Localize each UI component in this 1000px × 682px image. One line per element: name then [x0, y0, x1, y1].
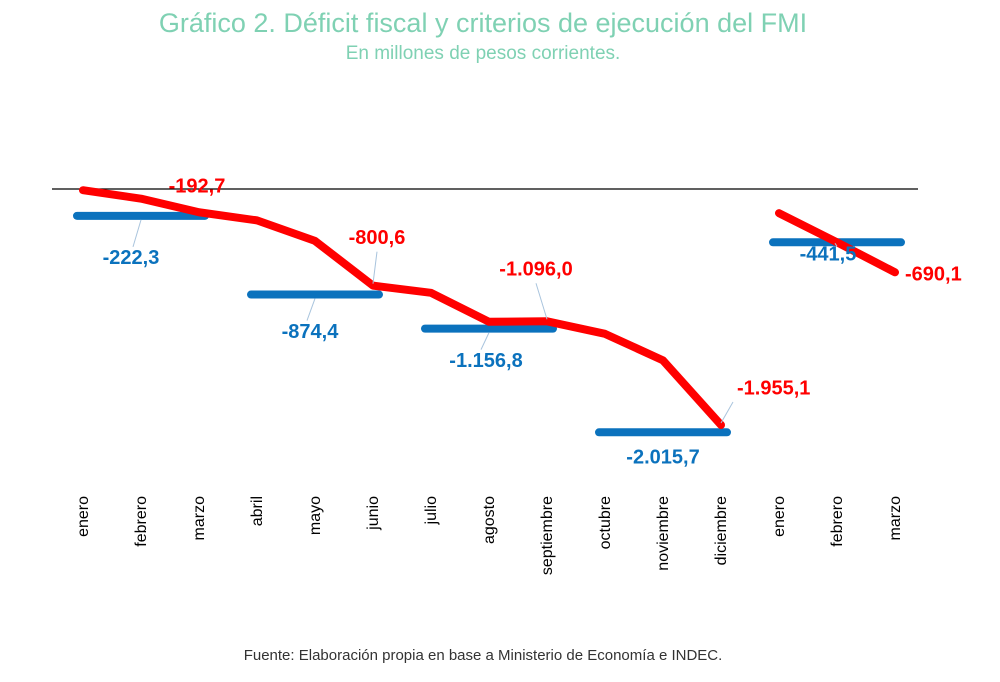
data-labels: -192,7 -800,6 -1.096,0 -1.955,1 -690,1 -222,3… [103, 176, 962, 469]
source-note: Fuente: Elaboración propia en base a Min… [243, 647, 723, 664]
blue-data-label: -2.015,7 [626, 447, 699, 469]
x-tick-label: septiembre [539, 496, 556, 575]
red-data-label: -1.096,0 [499, 259, 572, 281]
red-data-label: -690,1 [905, 264, 962, 286]
blue-label-leader [480, 332, 490, 350]
deficit-line-segment-1 [775, 209, 899, 277]
blue-data-label: -1.156,8 [449, 350, 522, 372]
x-tick-label: marzo [887, 496, 904, 541]
deficit-line-segment-0 [79, 186, 725, 429]
chart-title: Gráfico 2. Déficit fiscal y criterios de… [158, 8, 808, 38]
blue-label-leader [834, 243, 838, 247]
blue-data-label: -874,4 [282, 321, 340, 343]
red-label-leader [720, 401, 734, 424]
red-data-label: -1.955,1 [737, 377, 810, 399]
x-tick-label: octubre [597, 496, 614, 549]
x-tick-label: febrero [829, 496, 846, 547]
blue-label-leader [306, 298, 316, 321]
red-label-leader [535, 283, 548, 320]
x-tick-label: noviembre [655, 496, 672, 571]
red-data-label: -800,6 [349, 227, 406, 249]
deficit-lines [79, 186, 899, 429]
x-tick-label: febrero [133, 496, 150, 547]
x-tick-label: abril [249, 496, 266, 526]
x-tick-label: diciembre [713, 496, 730, 565]
x-tick-label: mayo [307, 496, 324, 535]
x-tick-label: agosto [481, 496, 498, 544]
blue-data-label: -222,3 [103, 247, 160, 269]
x-tick-label: marzo [191, 496, 208, 541]
red-label-leader [372, 251, 378, 284]
x-tick-label: junio [365, 496, 382, 531]
x-tick-label: enero [75, 496, 92, 537]
chart-subtitle: En millones de pesos corrientes. [345, 43, 621, 64]
label-leaders [132, 219, 838, 424]
red-data-label: -192,7 [169, 176, 226, 198]
x-tick-labels: enero febrero marzo abril mayo junio julio agos… [75, 496, 904, 575]
blue-data-label: -441,5 [800, 244, 857, 266]
blue-label-leader [132, 219, 142, 247]
x-tick-label: julio [423, 496, 440, 526]
x-tick-label: enero [771, 496, 788, 537]
